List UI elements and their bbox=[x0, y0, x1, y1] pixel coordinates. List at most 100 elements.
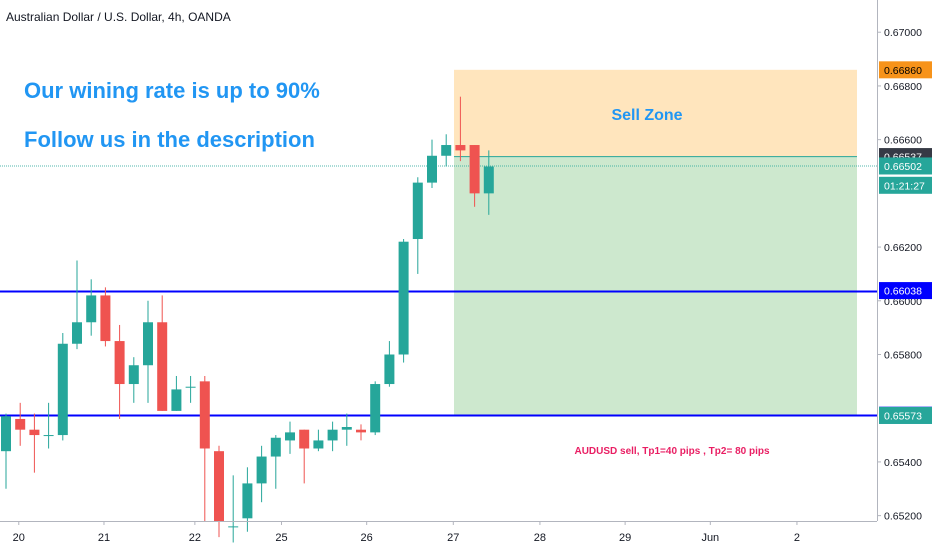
time-label: 26 bbox=[361, 532, 373, 544]
price-badge-bg bbox=[879, 282, 932, 300]
time-label: 27 bbox=[447, 532, 459, 544]
time-label: 25 bbox=[275, 532, 287, 544]
candle-body bbox=[228, 526, 239, 528]
candle bbox=[114, 324, 125, 419]
price-tick-label: 0.65800 bbox=[884, 349, 922, 361]
price-badge: 0.66038 bbox=[879, 282, 932, 300]
candle-body bbox=[327, 429, 338, 441]
candle bbox=[57, 333, 68, 441]
price-badge-bg bbox=[879, 406, 932, 424]
trade-note: AUDUSD sell, Tp1=40 pips , Tp2= 80 pips bbox=[574, 446, 769, 457]
time-label: 20 bbox=[13, 532, 25, 544]
price-tick-label: 0.66800 bbox=[884, 81, 922, 93]
candle bbox=[86, 279, 97, 336]
candle-body bbox=[72, 322, 82, 344]
candle-body bbox=[199, 381, 210, 449]
candle bbox=[341, 413, 352, 446]
candle-body bbox=[214, 451, 224, 521]
candle bbox=[199, 375, 210, 521]
time-label: 22 bbox=[189, 532, 201, 544]
time-label: 2 bbox=[794, 532, 800, 544]
candle bbox=[384, 341, 395, 387]
headline-follow-us: Follow us in the description bbox=[24, 127, 315, 152]
time-labels: 20 21 22 25 26 27 28 29 Jun 2 bbox=[13, 521, 800, 544]
candle bbox=[313, 429, 324, 452]
candle bbox=[370, 381, 381, 436]
candle bbox=[43, 402, 54, 449]
time-label: 29 bbox=[619, 532, 631, 544]
price-tick-label: 0.66200 bbox=[884, 242, 922, 254]
price-badge-bg bbox=[879, 157, 932, 175]
candle bbox=[427, 139, 437, 188]
support-lines[interactable] bbox=[0, 290, 877, 417]
candle-body bbox=[128, 365, 139, 385]
time-label: 28 bbox=[534, 532, 546, 544]
candle bbox=[299, 429, 310, 484]
candle bbox=[270, 435, 281, 489]
price-badge-label: 0.66502 bbox=[884, 161, 922, 173]
candle-body bbox=[370, 384, 381, 433]
candle bbox=[29, 413, 40, 473]
candle bbox=[228, 475, 239, 543]
price-badge: 0.66502 bbox=[879, 157, 932, 175]
price-badge-bg bbox=[879, 61, 932, 79]
price-badge-bg bbox=[879, 176, 932, 194]
candle-body bbox=[29, 429, 40, 436]
candle bbox=[72, 260, 82, 350]
candle bbox=[412, 177, 423, 274]
candle bbox=[398, 239, 409, 363]
candle bbox=[214, 445, 224, 538]
time-axis[interactable]: 20 21 22 25 26 27 28 29 Jun 2 bbox=[0, 521, 877, 544]
candle-body bbox=[455, 145, 466, 151]
candle bbox=[143, 300, 153, 403]
candle bbox=[285, 421, 295, 454]
price-badges: 0.668600.665370.6650201:21:270.660380.65… bbox=[879, 61, 932, 424]
candle bbox=[469, 145, 480, 207]
candle bbox=[171, 375, 182, 411]
target-zone[interactable] bbox=[454, 156, 857, 416]
candle-body bbox=[43, 435, 54, 437]
price-badge-label: 01:21:27 bbox=[884, 180, 925, 192]
candle-body bbox=[427, 155, 437, 183]
candlestick-series bbox=[1, 96, 494, 543]
candle-body bbox=[1, 416, 11, 452]
candle-body bbox=[242, 483, 253, 519]
price-badge: 01:21:27 bbox=[879, 176, 932, 194]
candle-body bbox=[100, 295, 111, 342]
time-label: Jun bbox=[701, 532, 719, 544]
candle bbox=[441, 134, 452, 167]
candle-body bbox=[285, 432, 295, 441]
candle-body bbox=[171, 389, 182, 411]
candle bbox=[15, 402, 26, 446]
candle-body bbox=[299, 429, 310, 449]
candle-body bbox=[398, 241, 409, 355]
candle bbox=[327, 421, 338, 452]
candle bbox=[356, 424, 366, 441]
candle-body bbox=[384, 354, 395, 385]
candle-body bbox=[143, 322, 153, 366]
candle bbox=[157, 295, 168, 411]
price-ticks: 0.670000.668000.666000.662000.660000.658… bbox=[877, 27, 922, 523]
price-badge-label: 0.66860 bbox=[884, 65, 922, 77]
headline-winning-rate: Our wining rate is up to 90% bbox=[24, 78, 320, 103]
price-axis[interactable]: 0.670000.668000.666000.662000.660000.658… bbox=[877, 0, 932, 523]
price-badge: 0.65573 bbox=[879, 406, 932, 424]
candle-body bbox=[157, 322, 168, 411]
candle-body bbox=[270, 437, 281, 457]
candle-body bbox=[185, 386, 196, 388]
candle bbox=[483, 150, 494, 215]
time-label: 21 bbox=[98, 532, 110, 544]
candle-body bbox=[469, 145, 480, 194]
price-tick-label: 0.65400 bbox=[884, 457, 922, 469]
trade-zones bbox=[0, 69, 877, 416]
price-tick-label: 0.65200 bbox=[884, 511, 922, 523]
sell-zone[interactable] bbox=[454, 69, 857, 157]
candle bbox=[1, 413, 11, 489]
candle-body bbox=[483, 166, 494, 194]
candle-body bbox=[356, 429, 366, 433]
sell-zone-label: Sell Zone bbox=[611, 107, 682, 124]
candle-body bbox=[441, 145, 452, 156]
candle-body bbox=[341, 427, 352, 430]
candle bbox=[128, 357, 139, 403]
